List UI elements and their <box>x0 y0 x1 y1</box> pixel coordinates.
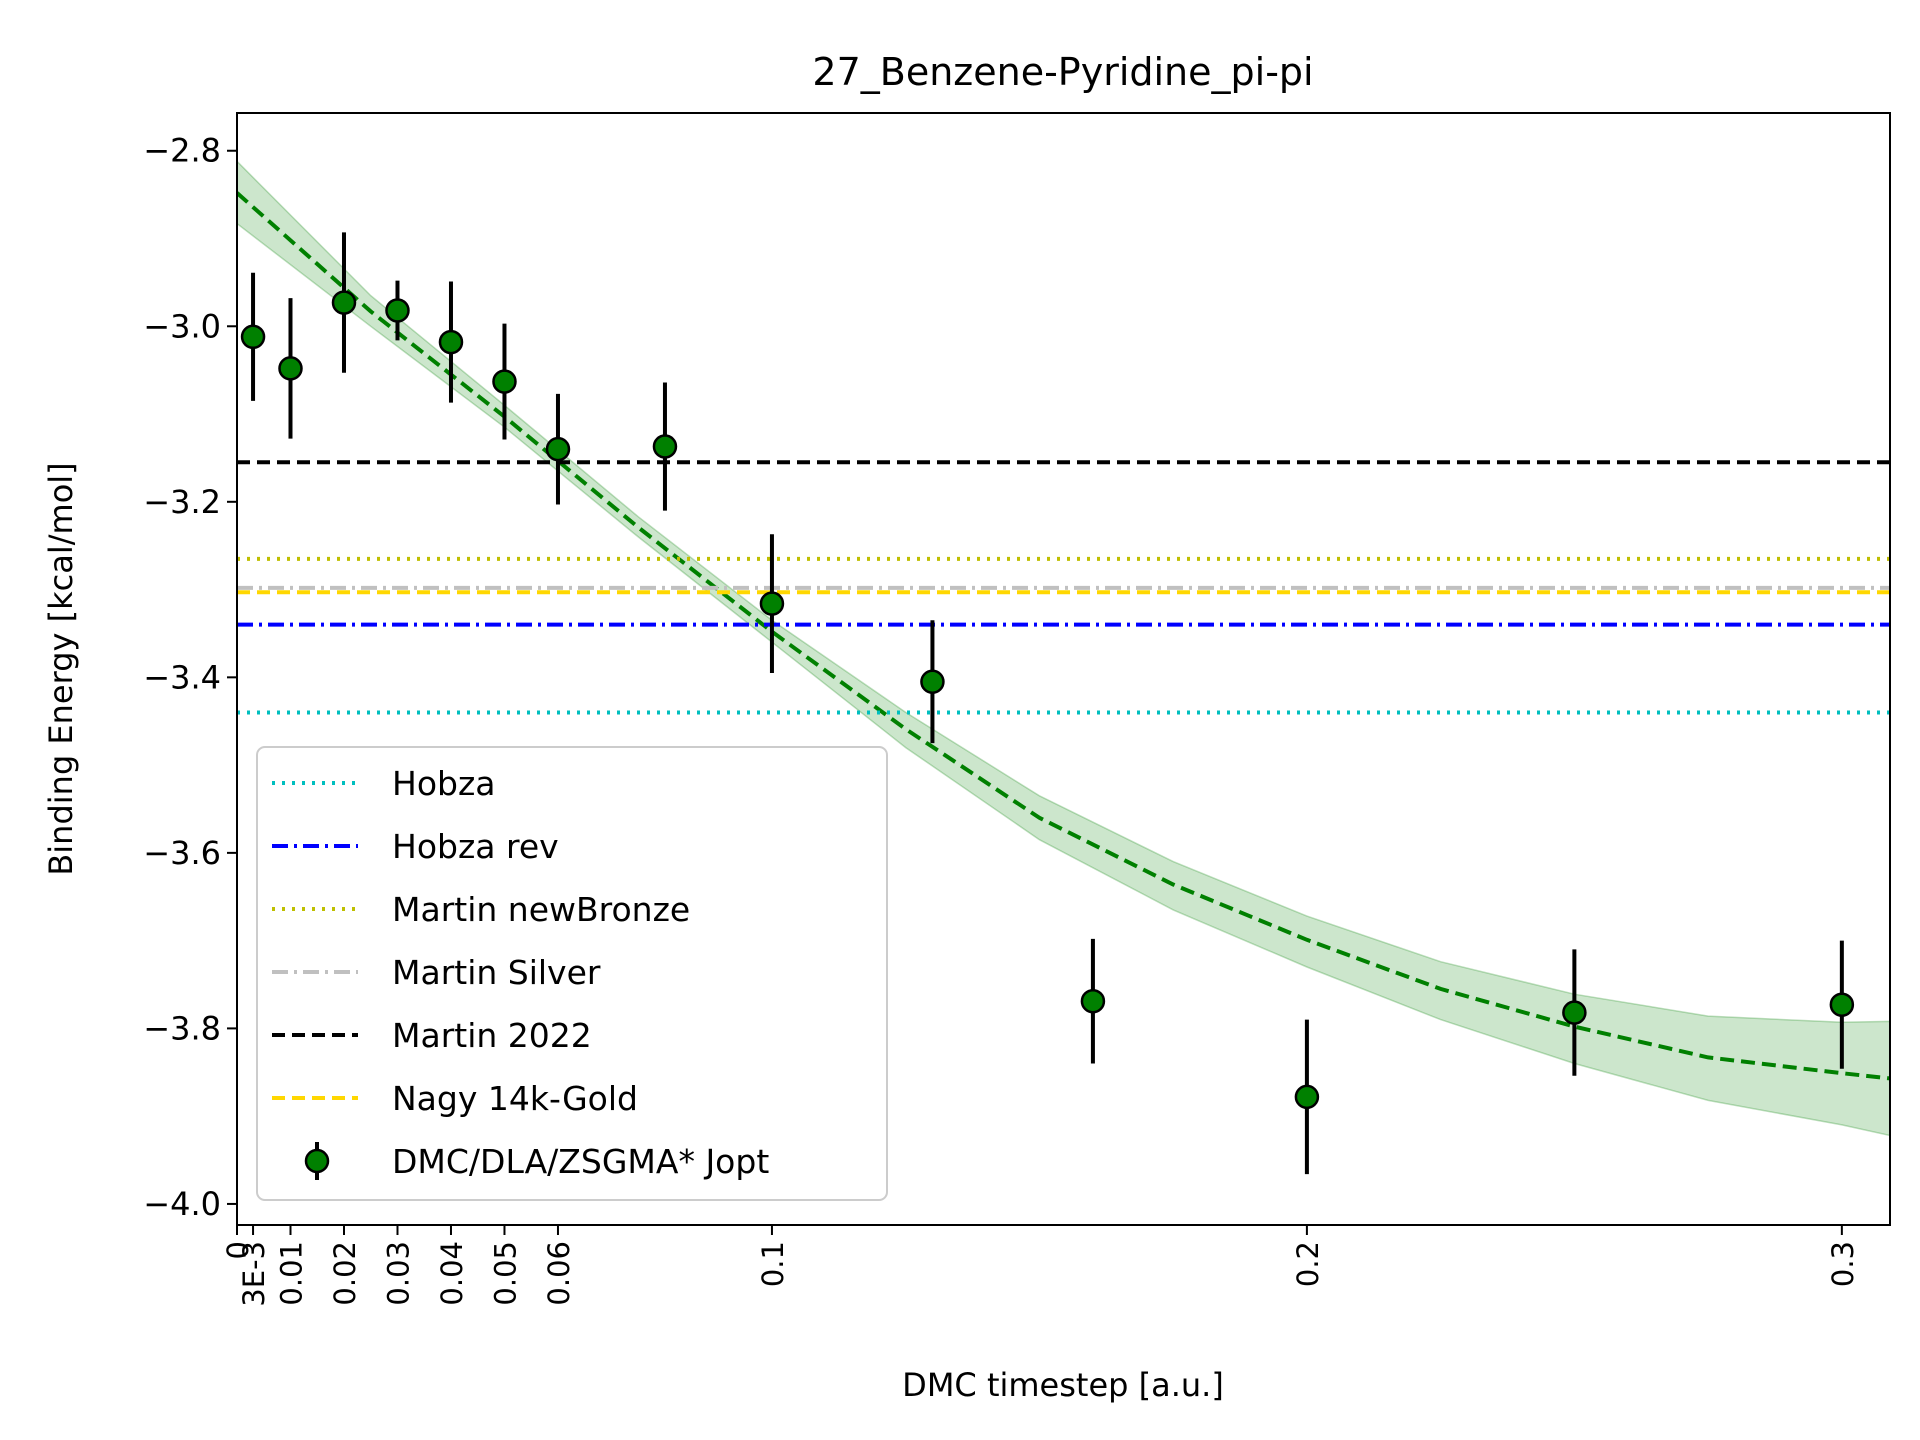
x-tick-label: 0.01 <box>274 1241 308 1306</box>
y-tick-label: −3.4 <box>143 658 221 696</box>
fit-curve-layer <box>237 191 1890 1081</box>
y-tick-label: −3.8 <box>143 1009 221 1047</box>
y-tick-label: −4.0 <box>143 1185 221 1223</box>
legend-label-martin-silver: Martin Silver <box>392 953 601 992</box>
x-tick-label: 0.3 <box>1826 1241 1860 1287</box>
chart-title: 27_Benzene-Pyridine_pi-pi <box>812 50 1313 94</box>
legend-label-martin-newbronze: Martin newBronze <box>392 890 690 929</box>
legend-frame <box>256 746 888 1201</box>
legend-label-martin-2022: Martin 2022 <box>392 1016 592 1055</box>
x-tick-label: 0.02 <box>328 1241 362 1306</box>
x-tick-label: 0 <box>221 1241 255 1259</box>
y-tick-label: −3.6 <box>143 834 221 872</box>
data-point <box>331 290 357 315</box>
data-point <box>385 298 410 323</box>
y-tick-label: −3.2 <box>143 483 221 521</box>
x-tick-label: 0.1 <box>756 1241 790 1287</box>
fit-confidence-band <box>237 160 1890 1137</box>
data-point <box>1829 992 1855 1017</box>
reference-lines <box>237 460 1890 715</box>
x-axis-label: DMC timestep [a.u.] <box>902 1366 1224 1404</box>
fit-band-area <box>237 160 1890 1137</box>
legend-label-nagy-14k-gold: Nagy 14k-Gold <box>392 1079 638 1118</box>
plot-frame <box>236 112 1891 1226</box>
data-point <box>278 356 303 381</box>
y-tick-label: −3.0 <box>143 307 221 345</box>
data-point <box>492 369 517 394</box>
data-point <box>438 329 464 355</box>
data-point <box>1562 1000 1587 1025</box>
data-points <box>240 232 1855 1175</box>
y-tick-label: −2.8 <box>143 132 221 170</box>
legend-label-dmc-dla-zsgma-jopt: DMC/DLA/ZSGMA* Jopt <box>392 1142 769 1181</box>
x-tick-label: 0.03 <box>381 1241 415 1306</box>
x-tick-label: 0.06 <box>542 1241 576 1306</box>
y-axis-label: Binding Energy [kcal/mol] <box>42 462 80 875</box>
data-point <box>920 669 945 694</box>
legend-marker-dmc-dla-zsgma-jopt <box>304 1148 330 1174</box>
fit-curve <box>237 191 1890 1081</box>
data-point <box>545 436 571 462</box>
y-axis-ticks: −2.8 −3.0 −3.2 −3.4 −3.6 −3.8 −4.0 <box>143 132 237 1223</box>
data-point <box>759 591 785 616</box>
x-tick-label: 0.05 <box>488 1241 522 1306</box>
x-tick-label: 0.04 <box>435 1241 469 1306</box>
data-point <box>240 324 266 350</box>
legend-label-hobza-rev: Hobza rev <box>392 827 559 866</box>
x-tick-label: 3E-3 <box>237 1241 271 1307</box>
data-point <box>1080 988 1106 1014</box>
legend-label-hobza: Hobza <box>392 764 496 803</box>
data-point <box>652 434 678 459</box>
legend: Hobza Hobza rev Martin newBronze Martin Sil… <box>256 746 888 1201</box>
x-axis-ticks: 03E-3 0.01 0.02 0.03 0.04 0.05 0.06 0.1 0.2 0.3 <box>221 1225 1860 1307</box>
data-point <box>1294 1084 1320 1110</box>
x-tick-label: 0.2 <box>1291 1241 1325 1287</box>
